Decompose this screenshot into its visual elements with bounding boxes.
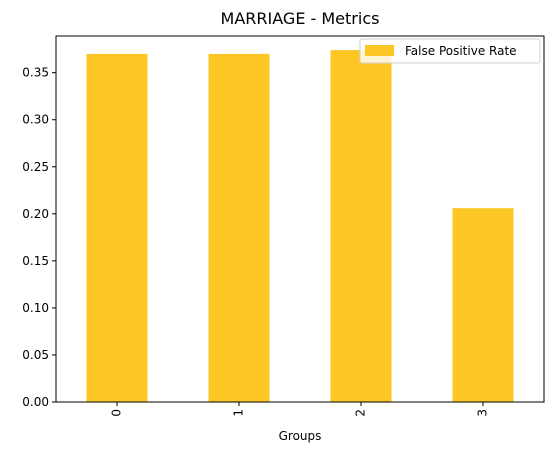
legend: False Positive Rate <box>359 38 541 64</box>
y-tick-label: 0.35 <box>22 66 49 80</box>
x-axis-label: Groups <box>279 429 322 443</box>
x-tick-label: 1 <box>232 409 246 417</box>
y-tick-label: 0.15 <box>22 254 49 268</box>
legend-box <box>359 38 541 64</box>
bar-1 <box>208 53 270 402</box>
x-tick-label: 2 <box>354 409 368 417</box>
x-axis: 0 1 2 3 <box>110 402 490 417</box>
bars-layer <box>86 50 514 403</box>
chart-title: MARRIAGE - Metrics <box>221 9 380 28</box>
x-tick-label: 0 <box>110 409 124 417</box>
y-tick-label: 0.10 <box>22 301 49 315</box>
bar-0 <box>86 53 148 402</box>
y-tick-label: 0.30 <box>22 113 49 127</box>
y-axis: 0.00 0.05 0.10 0.15 0.20 0.25 0.30 0.35 <box>22 66 56 409</box>
legend-label: False Positive Rate <box>405 44 517 58</box>
y-tick-label: 0.25 <box>22 160 49 174</box>
plot-frame <box>55 35 545 403</box>
y-tick-label: 0.20 <box>22 207 49 221</box>
legend-swatch <box>365 45 394 56</box>
y-tick-label: 0.05 <box>22 348 49 362</box>
y-tick-label: 0.00 <box>22 395 49 409</box>
bar-3 <box>452 208 514 402</box>
x-tick-label: 3 <box>476 409 490 417</box>
bar-2 <box>330 50 392 403</box>
